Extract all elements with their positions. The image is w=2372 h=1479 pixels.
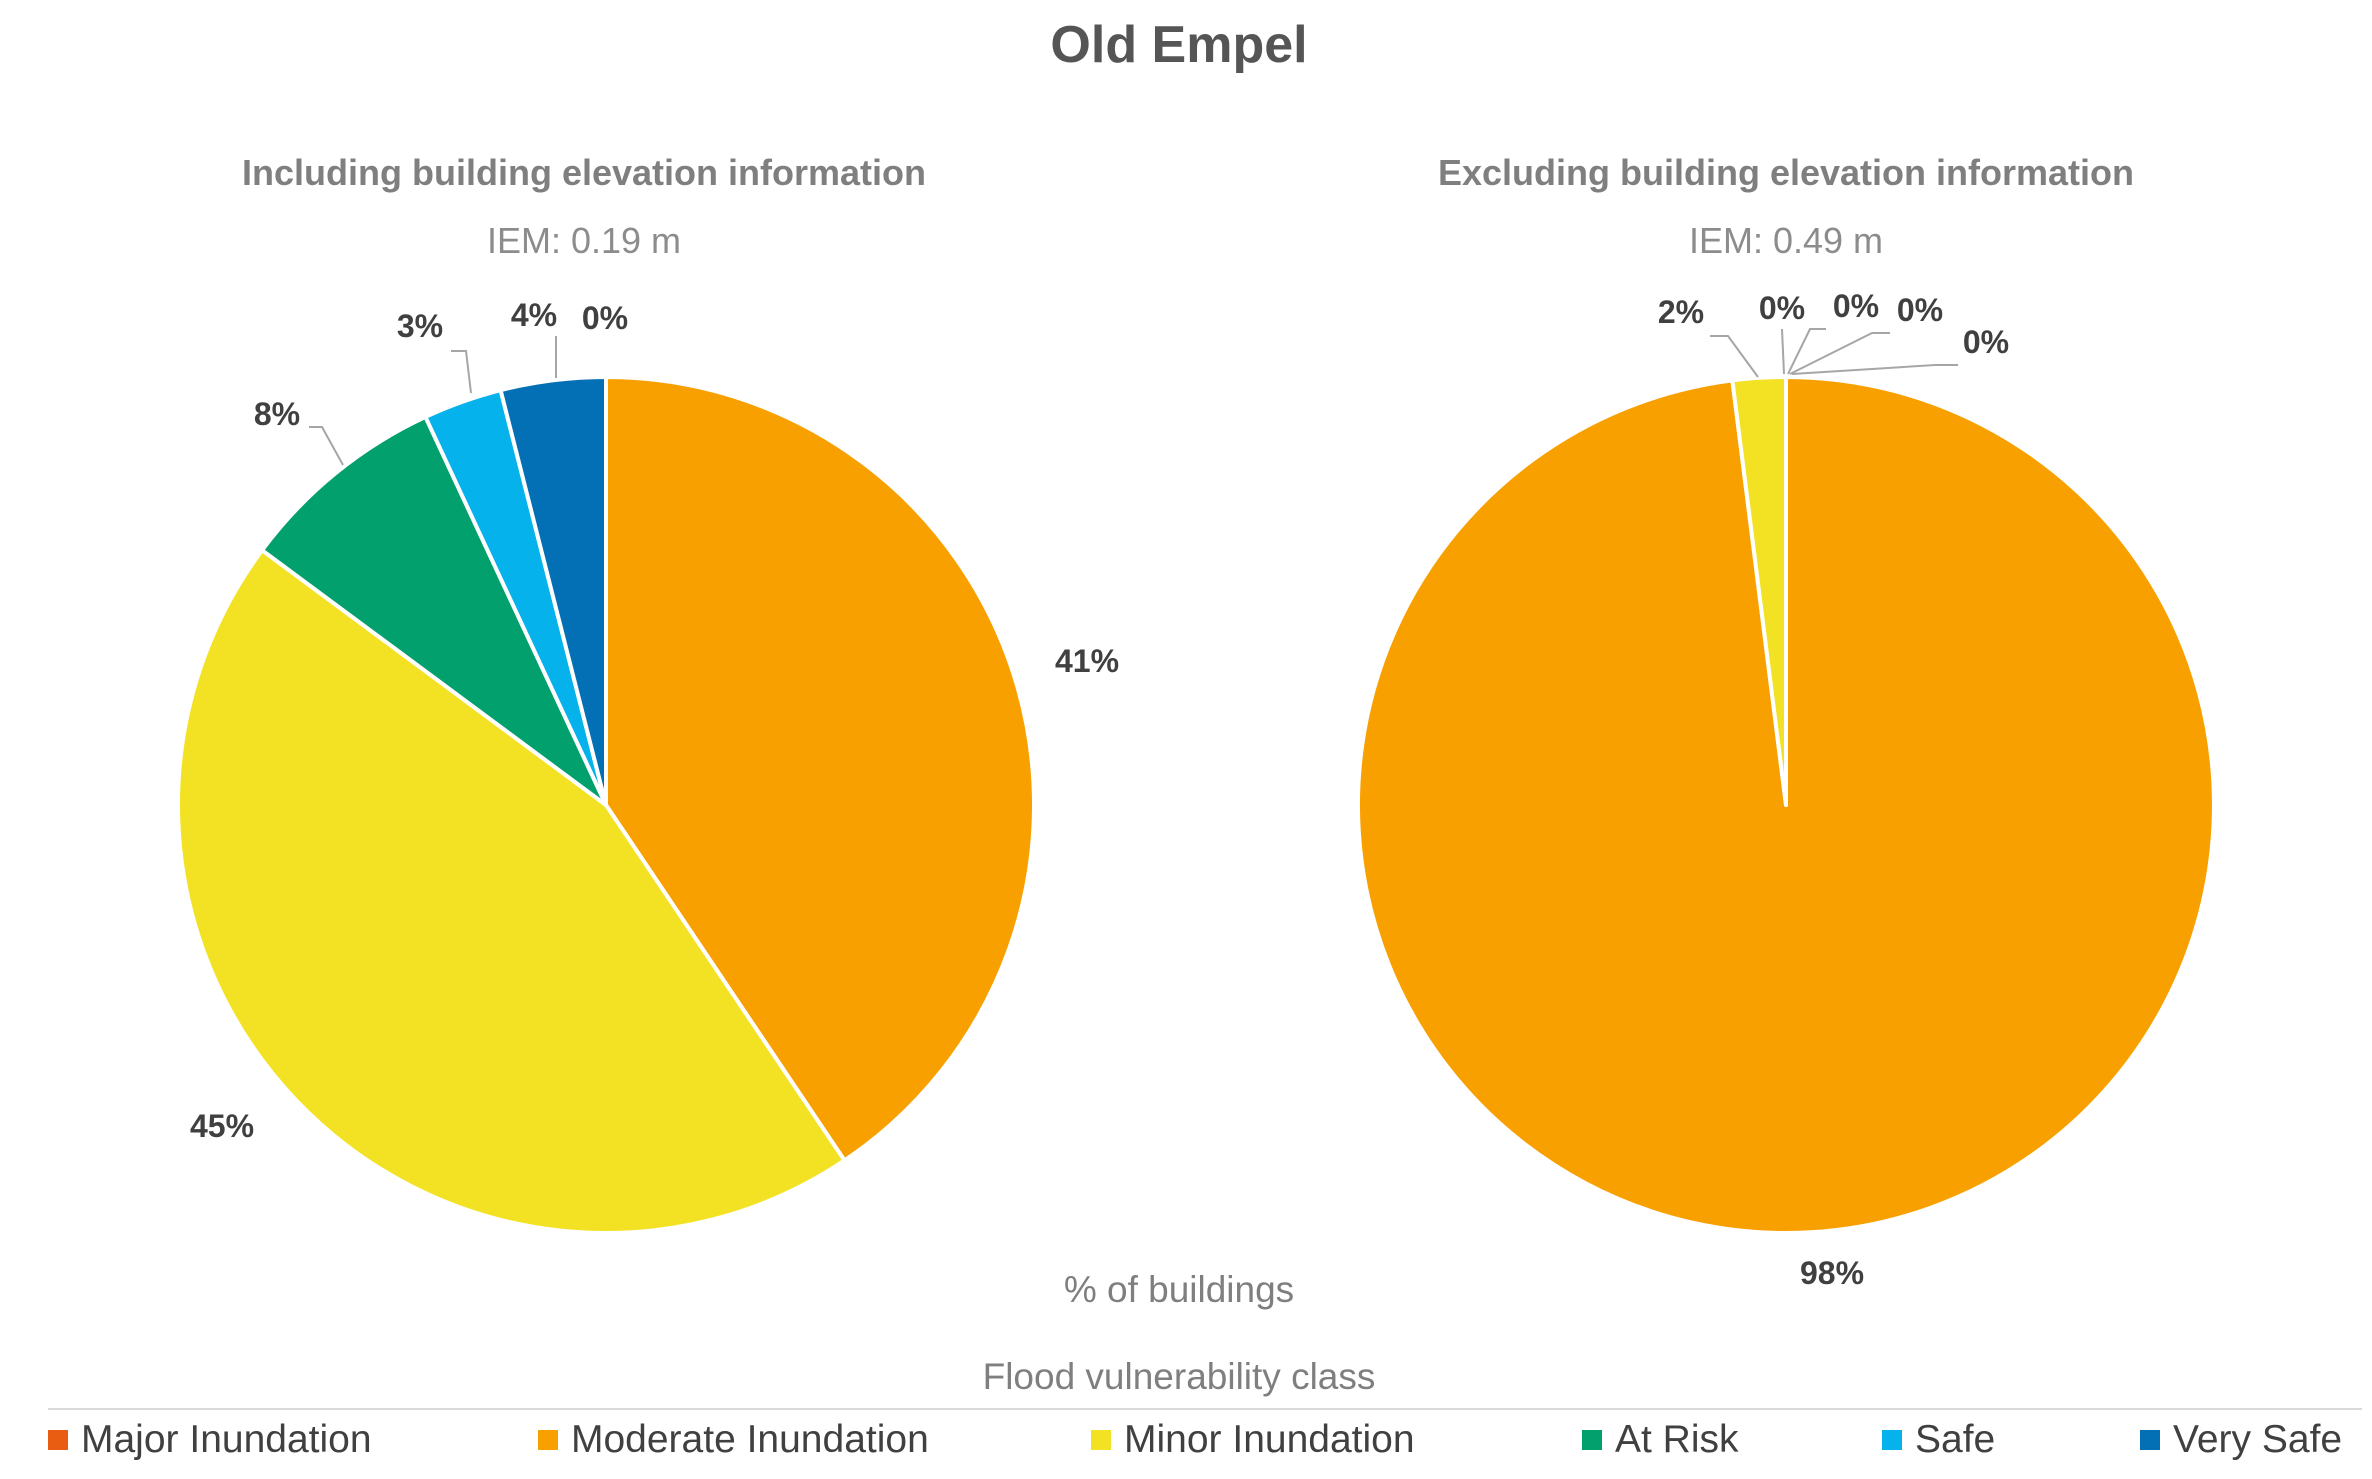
leader-line-major-inundation [1791,364,1958,375]
legend-label-at-risk: At Risk [1615,1418,1739,1461]
data-label-moderate-inundation: 41% [1055,643,1119,679]
legend-label-very-safe: Very Safe [2173,1418,2342,1461]
data-label-at-risk: 0% [1759,290,1805,326]
pie-slice-moderate-inundation [604,375,1036,1163]
pie1-subtitle: IEM: 0.19 m [487,220,681,261]
legend-label-minor-inundation: Minor Inundation [1124,1418,1415,1461]
pie-slice-at-risk [260,414,608,807]
legend-swatch-safe [1882,1430,1902,1450]
leader-line-minor-inundation [1710,335,1759,378]
data-label-very-safe: 0% [1897,292,1943,328]
chart-title: Old Empel [1050,16,1307,74]
pie-chart-excluding: 0% 98% 2% 0% 0% 0% [1355,288,2216,1291]
legend-swatch-major-inundation [48,1430,68,1450]
legend-swatch-very-safe [2140,1430,2160,1450]
legend-swatch-at-risk [1582,1430,1602,1450]
data-label-safe: 3% [397,308,443,344]
pie2-title: Excluding building elevation information [1438,152,2134,193]
legend-label-major-inundation: Major Inundation [81,1418,372,1461]
legend-swatch-minor-inundation [1091,1430,1111,1450]
pie-slice-minor-inundation [175,548,847,1235]
data-label-moderate-inundation: 98% [1800,1255,1864,1291]
data-label-minor-inundation: 2% [1658,294,1704,330]
x-axis-label: % of buildings [1064,1269,1294,1310]
pie1-title: Including building elevation information [242,152,926,193]
data-label-very-safe: 4% [511,297,557,333]
pie-chart-including: 0% 41% 45% 8% 3% 4% [175,297,1119,1235]
data-label-major-inundation: 0% [582,300,628,336]
legend-label-moderate-inundation: Moderate Inundation [571,1418,929,1461]
leader-line-safe [451,350,472,394]
data-label-safe: 0% [1833,288,1879,324]
legend-swatch-moderate-inundation [538,1430,558,1450]
legend-label-safe: Safe [1915,1418,1995,1461]
pie-slice-very-safe [498,375,608,807]
pie-slice-minor-inundation [1730,374,1788,807]
data-label-minor-inundation: 45% [190,1108,254,1144]
leader-line-at-risk [1781,328,1785,375]
pie2-subtitle: IEM: 0.49 m [1689,220,1883,261]
leader-line-very-safe [1789,332,1890,375]
leader-line-safe [1787,328,1826,375]
data-label-major-inundation: 0% [1963,324,2009,360]
legend-title: Flood vulnerability class [983,1356,1376,1397]
legend: Major Inundation Moderate Inundation Minor… [48,1418,2342,1461]
data-label-at-risk: 8% [254,396,300,432]
leader-line-at-risk [309,426,344,466]
